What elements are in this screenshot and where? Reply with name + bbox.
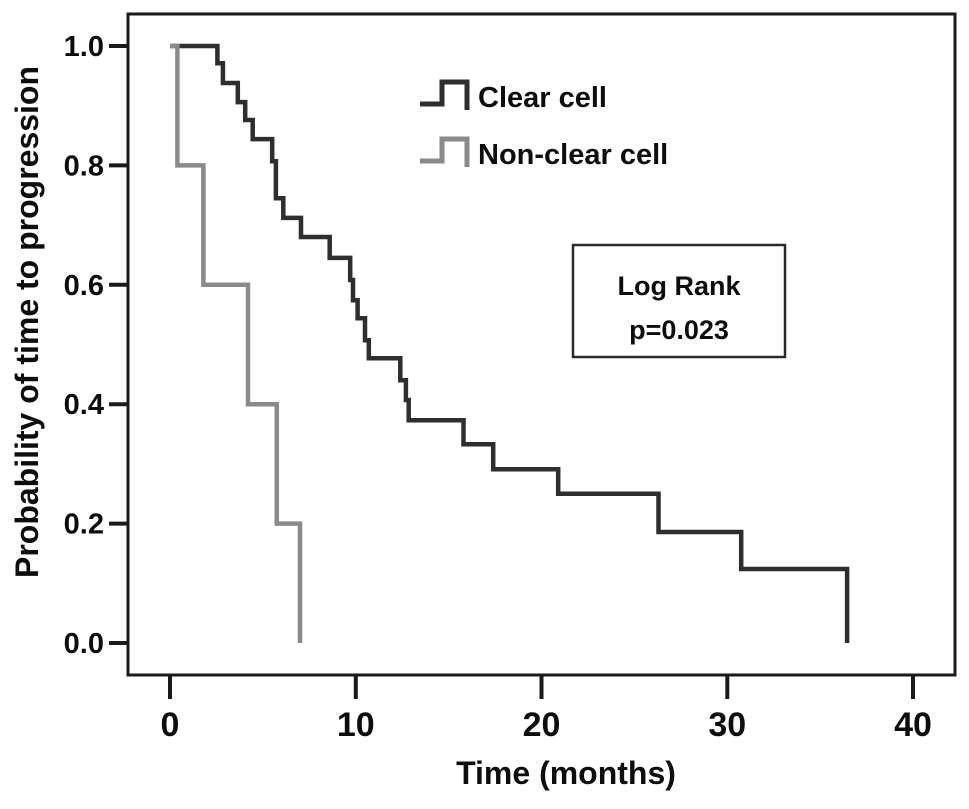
p-value-label: p=0.023: [629, 315, 729, 345]
x-axis: 0 10 20 30 40: [161, 676, 932, 744]
y-tick-label: 0.6: [64, 270, 104, 302]
annotation-border: [571, 243, 787, 359]
clear-cell-curve: [170, 43, 850, 643]
legend-label-non-clear-cell: Non-clear cell: [478, 139, 668, 171]
y-axis-title: Probability of time to progression: [9, 66, 45, 578]
non-clear-cell-curve: [170, 43, 303, 643]
y-tick-label: 0.4: [64, 389, 104, 421]
plot-border: [126, 12, 957, 677]
legend-item-clear-cell: Clear cell: [420, 79, 607, 114]
x-tick-label: 0: [161, 706, 180, 744]
x-axis-title: Time (months): [456, 755, 676, 791]
x-tick-label: 10: [337, 706, 375, 744]
x-tick-label: 20: [523, 706, 561, 744]
step-curve-icon: [420, 79, 470, 110]
y-tick-label: 0.2: [64, 509, 104, 541]
y-tick-label: 0.8: [64, 150, 104, 182]
y-tick-label: 0.0: [64, 628, 104, 660]
log-rank-label: Log Rank: [617, 271, 741, 301]
log-rank-box: Log Rank p=0.023: [571, 243, 787, 359]
legend-label-clear-cell: Clear cell: [478, 82, 607, 114]
y-tick-label: 1.0: [64, 31, 104, 63]
y-axis: 0.0 0.2 0.4 0.6 0.8 1.0: [64, 31, 128, 660]
step-curve-icon: [420, 136, 470, 167]
x-tick-label: 30: [708, 706, 746, 744]
x-tick-label: 40: [894, 706, 932, 744]
legend: Clear cell Non-clear cell: [420, 79, 668, 171]
legend-item-non-clear-cell: Non-clear cell: [420, 136, 668, 171]
survival-curves: [170, 43, 850, 643]
